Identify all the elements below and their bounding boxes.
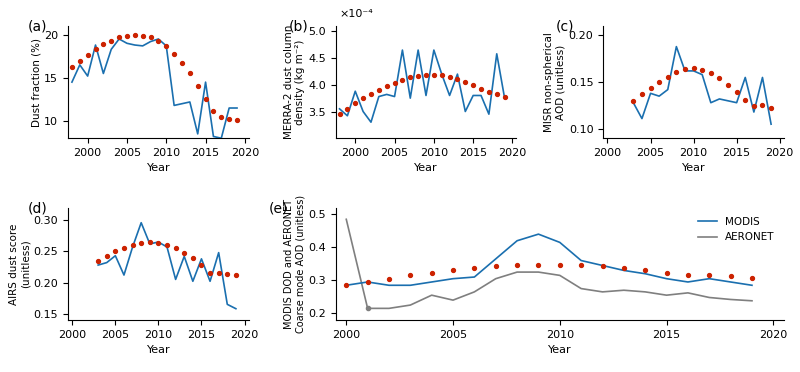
MODIS — [619, 268, 629, 273]
AERONET — [555, 273, 565, 278]
AERONET — [683, 291, 693, 295]
MODIS — [363, 280, 373, 284]
Text: ×10⁻⁴: ×10⁻⁴ — [339, 9, 373, 19]
MODIS — [705, 276, 714, 281]
AERONET — [363, 306, 373, 311]
AERONET — [619, 288, 629, 292]
X-axis label: Year: Year — [414, 163, 438, 173]
MODIS — [576, 258, 586, 263]
MODIS — [683, 280, 693, 284]
AERONET — [406, 303, 415, 307]
Text: (a): (a) — [28, 19, 48, 33]
MODIS — [747, 283, 757, 288]
Line: MODIS: MODIS — [346, 234, 752, 285]
AERONET — [662, 293, 671, 297]
Line: AERONET: AERONET — [368, 272, 752, 308]
Text: (c): (c) — [556, 19, 574, 33]
MODIS — [512, 238, 522, 243]
MODIS — [641, 272, 650, 276]
X-axis label: Year: Year — [146, 345, 170, 355]
X-axis label: Year: Year — [682, 163, 706, 173]
MODIS — [598, 263, 607, 268]
AERONET — [641, 290, 650, 294]
MODIS — [470, 275, 479, 279]
Y-axis label: AIRS dust score
(unitless): AIRS dust score (unitless) — [9, 223, 30, 305]
MODIS — [555, 240, 565, 245]
Text: (e): (e) — [268, 201, 288, 215]
X-axis label: Year: Year — [548, 345, 572, 355]
AERONET — [576, 286, 586, 291]
Legend: MODIS, AERONET: MODIS, AERONET — [694, 213, 778, 247]
AERONET — [448, 298, 458, 302]
MODIS — [406, 283, 415, 288]
Y-axis label: MISR non-spherical
AOD (unitless): MISR non-spherical AOD (unitless) — [544, 32, 566, 132]
Y-axis label: MODIS DOD and AERONET
Coarse mode AOD (unitless): MODIS DOD and AERONET Coarse mode AOD (u… — [284, 195, 306, 333]
Y-axis label: MERRA-2 dust column
density (kg m⁻²): MERRA-2 dust column density (kg m⁻²) — [284, 25, 306, 139]
Y-axis label: Dust fraction (%): Dust fraction (%) — [31, 38, 42, 126]
AERONET — [705, 295, 714, 300]
AERONET — [534, 270, 543, 274]
X-axis label: Year: Year — [146, 163, 170, 173]
AERONET — [747, 299, 757, 303]
MODIS — [726, 280, 735, 284]
MODIS — [491, 257, 501, 261]
AERONET — [726, 297, 735, 302]
MODIS — [384, 283, 394, 288]
AERONET — [512, 270, 522, 274]
MODIS — [448, 276, 458, 281]
MODIS — [534, 232, 543, 236]
AERONET — [491, 276, 501, 281]
Text: (b): (b) — [289, 19, 308, 33]
AERONET — [470, 290, 479, 294]
Text: (d): (d) — [28, 201, 48, 215]
MODIS — [427, 280, 437, 284]
AERONET — [598, 290, 607, 294]
MODIS — [662, 276, 671, 281]
MODIS — [342, 283, 351, 288]
AERONET — [384, 306, 394, 311]
AERONET — [427, 293, 437, 297]
